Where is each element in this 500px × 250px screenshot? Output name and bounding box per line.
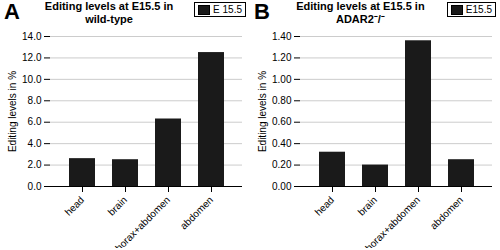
html-text:E 15.5: E 15.5 [213, 4, 242, 15]
svg-text:0.20: 0.20 [272, 159, 292, 170]
html-text:A: A [4, 0, 20, 24]
svg-text:1.00: 1.00 [272, 74, 292, 85]
html-text:ADAR2⁻/⁻: ADAR2⁻/⁻ [336, 13, 385, 25]
svg-text:0.60: 0.60 [272, 116, 292, 127]
html-text:Editing levels at E15.5 in: Editing levels at E15.5 in [296, 0, 425, 12]
svg-text:0.00: 0.00 [272, 181, 292, 192]
svg-text:0.40: 0.40 [272, 138, 292, 149]
svg-text:1.20: 1.20 [272, 52, 292, 63]
svg-text:12.0: 12.0 [22, 52, 42, 63]
svg-text:thorax+abdomen: thorax+abdomen [361, 194, 422, 248]
svg-text:1.40: 1.40 [272, 31, 292, 42]
html-text:wild-type: wild-type [85, 13, 133, 25]
svg-text:10.0: 10.0 [22, 74, 42, 85]
html-text:B: B [254, 0, 270, 24]
svg-text:8.0: 8.0 [28, 95, 42, 106]
svg-text:6.0: 6.0 [28, 116, 42, 127]
svg-text:head: head [313, 194, 337, 218]
svg-text:abdomen: abdomen [428, 194, 465, 231]
svg-text:14.0: 14.0 [22, 31, 42, 42]
svg-text:head: head [63, 194, 87, 218]
svg-text:0.80: 0.80 [272, 95, 292, 106]
html-text:E15.5: E15.5 [465, 4, 492, 15]
svg-text:brain: brain [106, 194, 130, 218]
svg-text:4.0: 4.0 [28, 138, 42, 149]
svg-text:abdomen: abdomen [178, 194, 215, 231]
svg-text:brain: brain [356, 194, 380, 218]
svg-text:thorax+abdomen: thorax+abdomen [111, 194, 172, 248]
svg-text:2.0: 2.0 [28, 159, 42, 170]
html-text:Editing levels at E15.5 in: Editing levels at E15.5 in [44, 0, 174, 12]
svg-text:Editing levels in %: Editing levels in % [7, 71, 18, 152]
svg-text:0.0: 0.0 [28, 181, 42, 192]
svg-text:Editing levels in %: Editing levels in % [257, 71, 268, 152]
